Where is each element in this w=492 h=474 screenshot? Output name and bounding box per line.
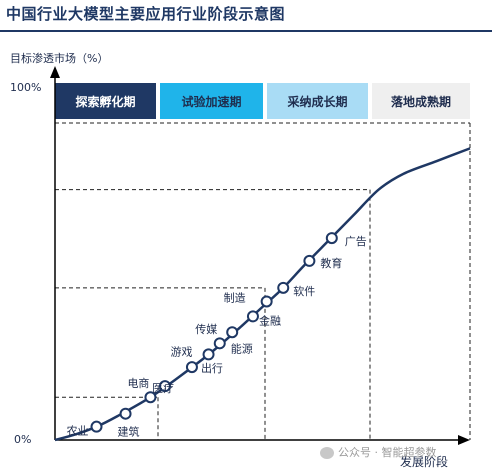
data-point-1 xyxy=(90,420,103,433)
adoption-curve xyxy=(54,147,471,442)
data-point-13 xyxy=(325,232,338,245)
y-axis-arrow xyxy=(50,66,60,78)
stage-header-1 xyxy=(55,83,156,119)
data-point-label-12: 教育 xyxy=(320,256,342,270)
data-point-9 xyxy=(246,310,259,323)
y-tick-100: 100% xyxy=(10,81,41,94)
stage-label-1: 探索孵化期 xyxy=(75,94,135,109)
wechat-icon xyxy=(320,447,334,459)
stage-label-3: 采纳成长期 xyxy=(286,94,347,109)
data-point-3 xyxy=(144,391,157,404)
data-point-label-2: 建筑 xyxy=(118,425,140,439)
data-point-label-4: 医疗 xyxy=(152,381,174,395)
data-point-label-11: 软件 xyxy=(293,284,315,298)
data-point-8 xyxy=(226,326,239,339)
data-point-label-5: 出行 xyxy=(201,361,223,375)
stage-header-3 xyxy=(267,83,368,119)
stage-label-4: 落地成熟期 xyxy=(391,94,451,109)
x-axis-label: 发展阶段 xyxy=(400,454,448,469)
stage-label-2: 试验加速期 xyxy=(181,94,241,109)
data-point-label-13: 广告 xyxy=(345,235,367,248)
data-point-label-6: 游戏 xyxy=(171,345,193,358)
y-tick-0: 0% xyxy=(14,433,31,446)
data-point-label-1: 农业 xyxy=(67,424,89,438)
data-point-4 xyxy=(158,380,171,393)
data-point-2 xyxy=(119,407,132,420)
data-point-11 xyxy=(277,281,290,294)
y-axis-label: 目标渗透市场（%） xyxy=(10,51,108,65)
data-point-label-8: 传媒 xyxy=(195,323,217,336)
data-point-10 xyxy=(260,295,273,308)
page-title: 中国行业大模型主要应用行业阶段示意图 xyxy=(6,5,286,23)
data-point-label-9: 金融 xyxy=(259,313,281,327)
title-divider xyxy=(0,30,492,32)
data-point-label-10: 制造 xyxy=(224,290,246,304)
stage-header-2 xyxy=(160,83,263,119)
data-point-label-7: 能源 xyxy=(231,341,253,355)
watermark: 公众号 · 智能超参数 xyxy=(320,444,437,460)
watermark-text: 公众号 · 智能超参数 xyxy=(338,446,437,459)
data-point-label-3: 电商 xyxy=(127,376,149,390)
stage-header-4 xyxy=(372,83,470,119)
data-point-5 xyxy=(185,361,198,374)
data-point-12 xyxy=(303,254,316,267)
data-point-7 xyxy=(213,337,226,350)
data-point-6 xyxy=(202,348,215,361)
x-axis-arrow xyxy=(458,435,470,445)
